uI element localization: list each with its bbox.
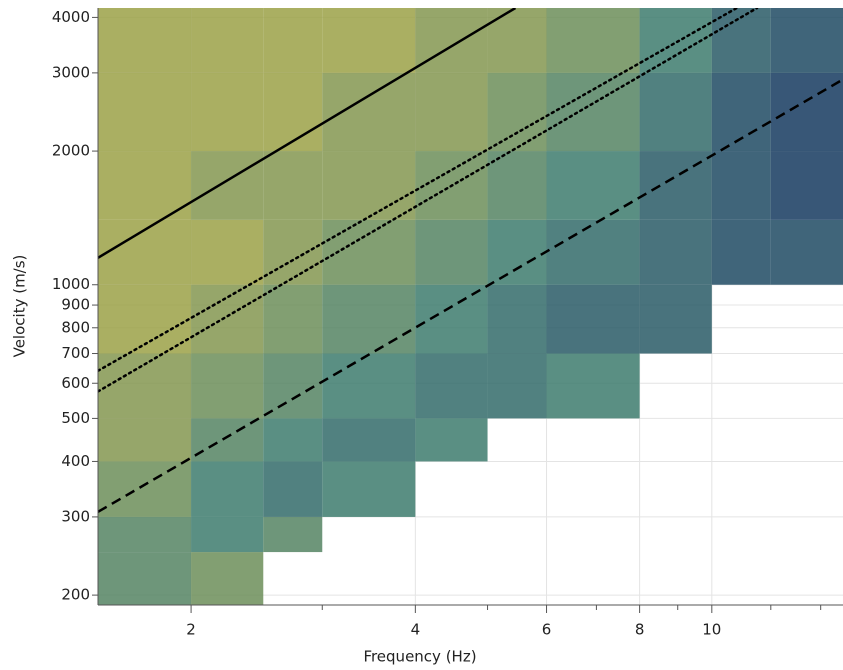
heat-cell xyxy=(191,552,264,605)
heat-cell xyxy=(415,284,488,354)
heat-cell xyxy=(98,418,192,462)
heat-cell xyxy=(546,219,640,285)
heat-cell xyxy=(263,219,323,285)
y-axis-title: Velocity (m/s) xyxy=(11,255,29,358)
heat-cell xyxy=(322,461,416,517)
heat-cell xyxy=(711,219,771,285)
y-tick-label: 4000 xyxy=(52,8,90,26)
heat-cell xyxy=(263,151,323,220)
heat-cell xyxy=(770,72,843,152)
heat-cell xyxy=(191,353,264,419)
heat-cell xyxy=(546,284,640,354)
heat-cell xyxy=(487,72,547,152)
heat-cell xyxy=(191,219,264,285)
heat-cell xyxy=(191,461,264,517)
heat-cell xyxy=(98,72,192,152)
heat-cell xyxy=(191,8,264,73)
heat-cell xyxy=(98,516,192,553)
x-tick-label: 6 xyxy=(542,621,552,639)
y-tick-label: 600 xyxy=(61,374,90,392)
heat-cell xyxy=(639,284,712,354)
heat-cell xyxy=(263,8,323,73)
heat-cell xyxy=(322,151,416,220)
y-tick-label: 3000 xyxy=(52,63,90,81)
heat-cell xyxy=(487,219,547,285)
heat-cell xyxy=(98,284,192,354)
y-tick-label: 900 xyxy=(61,296,90,314)
heat-cell xyxy=(415,219,488,285)
plot-area xyxy=(98,8,843,605)
heat-cell xyxy=(546,353,640,419)
y-tick-label: 400 xyxy=(61,452,90,470)
x-tick-label: 10 xyxy=(702,621,721,639)
reference-line xyxy=(98,8,738,373)
heat-cell xyxy=(415,353,488,419)
heat-cell xyxy=(98,8,192,73)
y-tick-label: 300 xyxy=(61,507,90,525)
heat-cell xyxy=(711,8,771,73)
heat-cell xyxy=(263,461,323,517)
heat-cell xyxy=(415,72,488,152)
heat-cell xyxy=(770,219,843,285)
heat-cell xyxy=(546,8,640,73)
heat-cell xyxy=(263,72,323,152)
x-tick-label: 2 xyxy=(186,621,196,639)
heat-cell xyxy=(639,72,712,152)
heat-cell xyxy=(98,151,192,220)
y-tick-label: 200 xyxy=(61,586,90,604)
heat-cell xyxy=(263,516,323,553)
x-tick-label: 8 xyxy=(635,621,645,639)
heat-cell xyxy=(546,72,640,152)
heat-cell xyxy=(322,418,416,462)
heat-cell xyxy=(191,284,264,354)
heat-cell xyxy=(770,151,843,220)
heat-cell xyxy=(546,151,640,220)
heat-cell xyxy=(415,8,488,73)
reference-line xyxy=(98,8,517,259)
y-tick-label: 2000 xyxy=(52,142,90,160)
heat-cell xyxy=(487,353,547,419)
heat-cell xyxy=(487,284,547,354)
heat-cell xyxy=(415,418,488,462)
y-tick-label: 800 xyxy=(61,318,90,336)
heat-cell xyxy=(98,461,192,517)
heat-cell xyxy=(191,72,264,152)
heat-cell xyxy=(487,151,547,220)
heat-cell xyxy=(322,72,416,152)
heat-cell xyxy=(263,284,323,354)
heat-cell xyxy=(322,8,416,73)
heat-cell xyxy=(322,284,416,354)
heat-cell xyxy=(191,516,264,553)
y-tick-label: 1000 xyxy=(52,275,90,293)
y-tick-label: 500 xyxy=(61,409,90,427)
heat-cell xyxy=(191,151,264,220)
heat-cell xyxy=(263,418,323,462)
y-tick-label: 700 xyxy=(61,344,90,362)
heat-cell xyxy=(322,353,416,419)
heat-cell xyxy=(487,8,547,73)
heat-cell xyxy=(711,151,771,220)
reference-line xyxy=(98,8,759,393)
heat-cell xyxy=(191,418,264,462)
heat-cell xyxy=(639,219,712,285)
x-tick-label: 4 xyxy=(411,621,421,639)
x-axis-title: Frequency (Hz) xyxy=(363,648,476,666)
heat-cell xyxy=(770,8,843,73)
heat-cell xyxy=(98,552,192,605)
